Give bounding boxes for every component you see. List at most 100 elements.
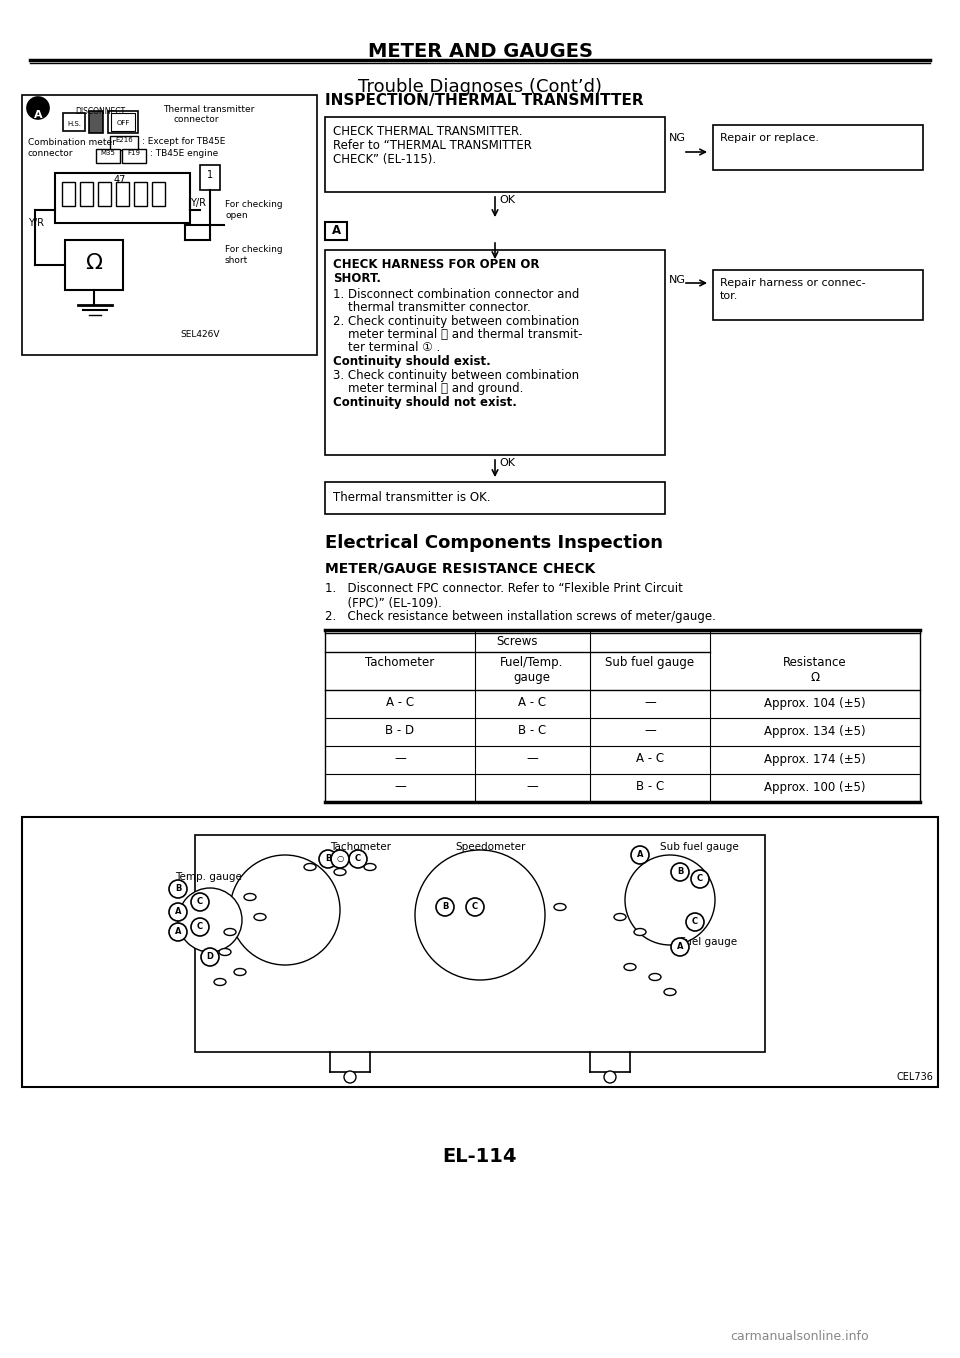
Ellipse shape [254, 914, 266, 921]
Text: METER AND GAUGES: METER AND GAUGES [368, 42, 592, 61]
Text: NG: NG [669, 276, 686, 285]
Text: short: short [225, 257, 249, 265]
Ellipse shape [244, 894, 256, 900]
Text: Thermal transmitter is OK.: Thermal transmitter is OK. [333, 492, 491, 504]
Circle shape [169, 903, 187, 921]
Text: INSPECTION/THERMAL TRANSMITTER: INSPECTION/THERMAL TRANSMITTER [325, 92, 643, 109]
Text: B: B [324, 854, 331, 862]
Text: A: A [34, 110, 42, 120]
Text: C: C [197, 922, 204, 932]
Bar [122, 149, 146, 163]
Circle shape [169, 880, 187, 898]
Text: Fuel gauge: Fuel gauge [680, 937, 737, 947]
Text: Combination meter: Combination meter [28, 139, 116, 147]
Circle shape [319, 850, 337, 868]
Circle shape [201, 948, 219, 966]
Text: A: A [175, 928, 181, 936]
Text: B - C: B - C [517, 725, 546, 737]
Text: For checking: For checking [225, 200, 282, 209]
Circle shape [686, 913, 704, 932]
Circle shape [691, 870, 709, 888]
Text: 2.   Check resistance between installation screws of meter/gauge.: 2. Check resistance between installation… [325, 610, 716, 623]
Text: 47: 47 [114, 175, 126, 185]
Circle shape [466, 898, 484, 917]
Text: meter terminal ⓷ and ground.: meter terminal ⓷ and ground. [333, 382, 523, 395]
Bar [713, 125, 923, 170]
Text: Speedometer: Speedometer [455, 842, 525, 851]
Text: Y/R: Y/R [190, 198, 206, 208]
Bar [65, 240, 123, 291]
Text: C: C [472, 902, 478, 911]
Text: Screws: Screws [496, 636, 538, 648]
Text: thermal transmitter connector.: thermal transmitter connector. [333, 301, 531, 314]
Bar [110, 136, 138, 149]
Text: Y/R: Y/R [28, 219, 44, 228]
Ellipse shape [304, 864, 316, 870]
Text: CEL736: CEL736 [896, 1071, 933, 1082]
Text: Approx. 174 (±5): Approx. 174 (±5) [764, 752, 866, 766]
Bar [63, 113, 85, 130]
Text: For checking: For checking [225, 244, 282, 254]
Text: —: — [395, 781, 406, 793]
Bar [89, 111, 103, 133]
Text: : TB45E engine: : TB45E engine [150, 149, 218, 158]
Circle shape [230, 856, 340, 966]
Text: Tachometer: Tachometer [330, 842, 391, 851]
Text: 1. Disconnect combination connector and: 1. Disconnect combination connector and [333, 288, 580, 301]
Ellipse shape [224, 929, 236, 936]
Ellipse shape [334, 869, 346, 876]
Bar [62, 182, 75, 206]
Circle shape [436, 898, 454, 917]
Text: A: A [331, 224, 341, 238]
Ellipse shape [664, 989, 676, 995]
Circle shape [191, 894, 209, 911]
Bar [22, 818, 938, 1086]
Circle shape [671, 938, 689, 956]
Text: C: C [197, 898, 204, 906]
Circle shape [349, 850, 367, 868]
Text: : Except for TB45E: : Except for TB45E [142, 137, 226, 147]
Circle shape [191, 918, 209, 936]
Text: ter terminal ① .: ter terminal ① . [333, 341, 441, 354]
Text: meter terminal ⓷ and thermal transmit-: meter terminal ⓷ and thermal transmit- [333, 329, 583, 341]
Text: Tachometer: Tachometer [366, 656, 435, 669]
Text: OK: OK [499, 458, 515, 469]
Text: NG: NG [669, 133, 686, 143]
Text: OFF: OFF [116, 120, 130, 126]
Text: Continuity should exist.: Continuity should exist. [333, 354, 491, 368]
Text: Approx. 104 (±5): Approx. 104 (±5) [764, 697, 866, 709]
Text: —: — [526, 781, 538, 793]
Text: SEL426V: SEL426V [180, 330, 220, 340]
Text: E216: E216 [115, 137, 132, 143]
Text: B: B [677, 866, 684, 876]
Text: A: A [175, 907, 181, 917]
Text: A: A [636, 850, 643, 860]
Text: B - D: B - D [385, 725, 415, 737]
Text: C: C [697, 875, 703, 883]
Bar [98, 182, 111, 206]
Text: A: A [677, 942, 684, 951]
Text: Ω: Ω [85, 253, 103, 273]
Bar [325, 482, 665, 513]
Text: DISCONNECT: DISCONNECT [75, 107, 125, 115]
Bar [116, 182, 129, 206]
Text: tor.: tor. [720, 291, 738, 301]
Text: Approx. 134 (±5): Approx. 134 (±5) [764, 725, 866, 737]
Bar [55, 172, 190, 223]
Text: Approx. 100 (±5): Approx. 100 (±5) [764, 781, 866, 793]
Circle shape [27, 96, 49, 120]
Text: Temp. gauge: Temp. gauge [175, 872, 242, 881]
Text: 2. Check continuity between combination: 2. Check continuity between combination [333, 315, 579, 329]
Text: B - C: B - C [636, 781, 664, 793]
Text: carmanualsonline.info: carmanualsonline.info [730, 1329, 869, 1343]
Text: A - C: A - C [636, 752, 664, 766]
Circle shape [604, 1071, 616, 1082]
Text: Continuity should not exist.: Continuity should not exist. [333, 397, 516, 409]
Text: SHORT.: SHORT. [333, 272, 381, 285]
Text: C: C [355, 854, 361, 862]
Text: D: D [206, 952, 213, 961]
Circle shape [631, 846, 649, 864]
Ellipse shape [219, 948, 231, 956]
Text: OK: OK [499, 196, 515, 205]
Bar [325, 221, 347, 240]
